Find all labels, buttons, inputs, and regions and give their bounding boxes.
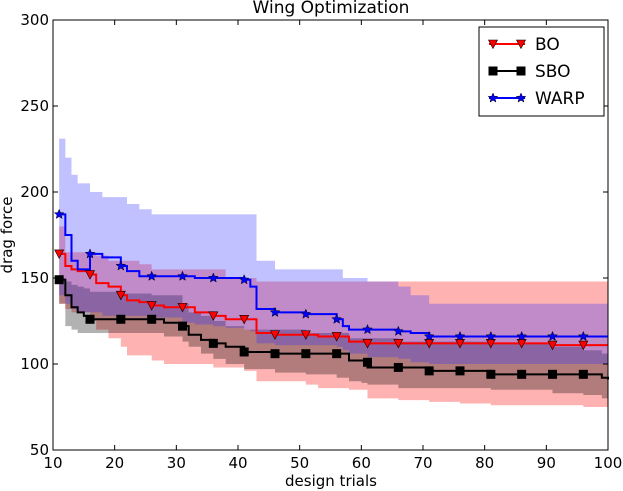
marker-sbo <box>332 349 342 359</box>
y-tick-label: 50 <box>30 441 49 459</box>
x-tick-label: 20 <box>105 454 124 472</box>
marker-sbo <box>548 369 557 379</box>
x-tick-label: 70 <box>413 454 432 472</box>
marker-bo <box>331 332 342 342</box>
band-sbo <box>59 278 608 401</box>
x-tick-label: 100 <box>594 454 623 472</box>
line-warp <box>59 213 608 338</box>
legend-marker-bo <box>516 39 526 50</box>
marker-bo <box>54 249 65 260</box>
y-tick-label: 300 <box>20 11 49 29</box>
marker-bo <box>362 339 373 349</box>
x-tick-label: 50 <box>290 454 309 472</box>
band-warp <box>59 138 608 364</box>
marker-sbo <box>363 357 372 367</box>
marker-bo <box>455 339 465 349</box>
marker-warp <box>300 308 312 319</box>
marker-warp <box>392 325 404 336</box>
marker-bo <box>208 311 219 321</box>
y-axis-label: drag force <box>0 197 16 274</box>
marker-bo <box>424 339 435 349</box>
marker-sbo <box>301 349 311 359</box>
marker-warp <box>516 330 528 342</box>
marker-bo <box>177 302 188 313</box>
marker-bo <box>516 339 527 349</box>
x-tick-label: 30 <box>167 454 186 472</box>
marker-sbo <box>393 362 403 372</box>
marker-bo <box>270 330 280 340</box>
y-tick-label: 100 <box>20 355 49 373</box>
marker-warp <box>331 313 343 324</box>
legend-marker-bo <box>488 39 498 50</box>
marker-warp <box>485 330 497 342</box>
marker-sbo <box>85 314 95 324</box>
legend-marker-sbo <box>516 66 526 76</box>
marker-warp <box>146 270 158 281</box>
marker-sbo <box>54 275 64 285</box>
legend-marker-sbo <box>488 66 498 76</box>
x-axis-label: design trials <box>285 472 377 490</box>
legend-label-sbo: SBO <box>535 62 571 82</box>
y-tick-label: 200 <box>20 183 49 201</box>
y-tick-label: 150 <box>20 269 49 287</box>
marker-sbo <box>239 347 249 357</box>
marker-warp <box>454 330 466 342</box>
x-tick-label: 10 <box>43 454 62 472</box>
marker-sbo <box>486 369 496 379</box>
x-tick-label: 40 <box>228 454 247 472</box>
marker-bo <box>115 290 126 301</box>
marker-sbo <box>178 321 187 331</box>
plot-frame <box>52 19 609 451</box>
marker-bo <box>146 301 157 311</box>
marker-warp <box>362 323 373 335</box>
y-tick-label: 250 <box>20 97 49 115</box>
marker-warp <box>53 208 65 219</box>
legend: BO SBO WARP <box>478 26 605 117</box>
marker-sbo <box>116 314 126 324</box>
marker-sbo <box>147 314 157 324</box>
marker-bo <box>85 270 95 280</box>
marker-warp <box>207 272 219 283</box>
marker-bo <box>239 314 250 325</box>
marker-warp <box>177 270 188 281</box>
line-bo <box>59 252 608 347</box>
marker-bo <box>300 330 311 340</box>
band-bo <box>59 226 608 407</box>
x-tick-label: 90 <box>537 454 556 472</box>
legend-label-bo: BO <box>535 35 560 55</box>
marker-bo <box>547 340 558 351</box>
x-tick-label: 60 <box>352 454 371 472</box>
confidence-bands <box>59 138 608 407</box>
marker-warp <box>84 248 96 259</box>
marker-bo <box>578 340 589 351</box>
marker-warp <box>238 274 250 285</box>
axis-ticks <box>52 19 609 451</box>
marker-sbo <box>455 366 465 376</box>
marker-warp <box>269 306 281 317</box>
legend-label-warp: WARP <box>535 89 585 109</box>
marker-sbo <box>424 366 434 376</box>
marker-sbo <box>270 349 280 359</box>
legend-marker-warp <box>487 92 499 103</box>
marker-warp <box>115 260 127 271</box>
legend-marker-warp <box>515 92 527 103</box>
marker-warp <box>423 330 435 342</box>
marker-bo <box>393 339 404 349</box>
marker-sbo <box>208 338 218 348</box>
chart-title: Wing Optimization <box>253 0 410 18</box>
marker-warp <box>577 330 589 342</box>
marker-sbo <box>517 369 527 379</box>
x-tick-label: 80 <box>475 454 494 472</box>
marker-bo <box>485 339 496 349</box>
axis-tick-labels: 10 20 30 40 50 60 70 80 90 100 50 100 150 200 250 300 <box>20 11 622 472</box>
marker-sbo <box>578 369 588 379</box>
marker-warp <box>547 330 558 342</box>
series-markers <box>53 208 589 379</box>
